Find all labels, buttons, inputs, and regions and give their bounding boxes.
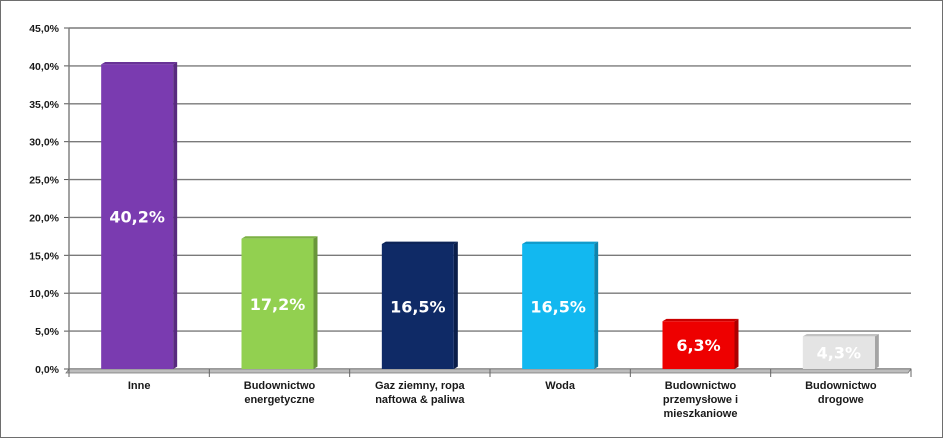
bar-side [874,334,879,369]
bar [802,336,875,369]
bar-top [662,318,739,322]
y-tick-label: 45,0% [29,23,59,35]
bar [241,238,314,369]
category-label-line: Inne [128,380,151,392]
bar-side [453,241,458,369]
category-label-line: Woda [545,380,576,392]
category-label-line: przemysłowe i [663,394,738,406]
category-label: Budownictwo energetyczne [244,380,316,406]
y-tick-label: 10,0% [29,288,59,300]
y-tick-label: 35,0% [29,99,59,111]
category-label-line: energetyczne [244,394,314,406]
bar-top [381,241,458,244]
category-label: Woda [545,380,576,392]
y-tick-label: 40,0% [29,61,59,73]
bar [101,64,174,369]
bar-top [241,236,318,239]
y-tick-label: 20,0% [29,212,59,224]
bar-top [101,61,178,65]
category-label: Gaz ziemny, ropa naftowa & paliwa [375,380,466,406]
data-label: 16,5% [390,297,446,316]
category-label-line: Budownictwo [665,380,737,392]
category-label-line: Budownictwo [244,380,316,392]
category-label-line: naftowa & paliwa [375,394,465,406]
category-label-line: Gaz ziemny, ropa [375,380,466,392]
y-tick-label: 5,0% [35,326,60,338]
data-label: 6,3% [676,336,720,355]
data-label: 40,2% [109,208,165,227]
category-label: Budownictwo drogowe [805,380,877,406]
x-axis-floor [65,368,912,374]
y-tick-label: 25,0% [29,175,59,187]
category-label: Inne [128,380,151,392]
bar-side [594,241,599,369]
y-tick-label: 30,0% [29,137,59,149]
data-label: 4,3% [817,344,861,363]
bar-top [522,241,599,244]
y-tick-label: 15,0% [29,250,59,262]
bar-top [802,334,879,337]
category-label-line: drogowe [818,394,864,406]
bar [381,243,454,369]
category-label-line: mieszkaniowe [664,408,738,420]
bar-side [313,236,318,369]
bar [662,321,735,369]
data-label: 17,2% [250,295,306,314]
bar-side [173,61,178,370]
category-label: Budownictwo przemysłowe i mieszkaniowe [663,380,738,420]
data-label: 16,5% [530,297,586,316]
y-tick-label: 0,0% [35,364,60,376]
category-label-line: Budownictwo [805,380,877,392]
bar [522,243,595,369]
bar-side [734,318,739,369]
